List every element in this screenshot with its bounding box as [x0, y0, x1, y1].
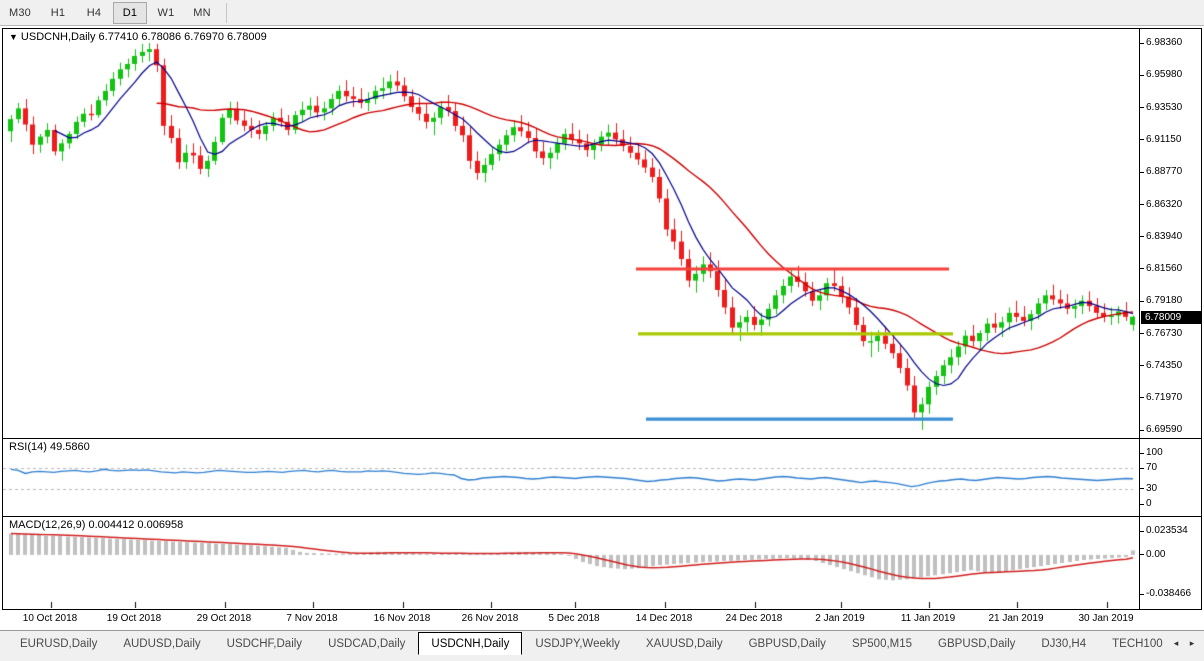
date-axis-label: 7 Nov 2018 [286, 613, 338, 624]
rsi-pane[interactable]: RSI(14) 49.5860 100 70 30 0 [3, 439, 1201, 517]
timeframe-button-mn[interactable]: MN [193, 6, 211, 19]
timeframe-button-h4[interactable]: H4 [86, 6, 102, 19]
tabbar-left-pad [0, 631, 7, 661]
price-tick: 6.71970 [1140, 392, 1201, 404]
symbol-tab-usdcnh-daily[interactable]: USDCNH,Daily [418, 632, 523, 655]
symbol-tab-usdchf-daily[interactable]: USDCHF,Daily [226, 637, 303, 650]
symbol-tab-xauusd-daily[interactable]: XAUUSD,Daily [645, 637, 723, 650]
price-tick: 6.76730 [1140, 328, 1201, 340]
price-tick: 6.88770 [1140, 166, 1201, 178]
timeframe-button-h1[interactable]: H1 [50, 6, 66, 19]
date-axis-label: 21 Jan 2019 [988, 613, 1044, 624]
date-axis: 10 Oct 2018 19 Oct 2018 29 Oct 2018 7 Nov 2… [2, 610, 1202, 628]
timeframe-button-d1[interactable]: D1 [113, 1, 147, 24]
date-axis-label: 11 Jan 2019 [900, 613, 956, 624]
timeframe-button-w1[interactable]: W1 [157, 6, 175, 19]
symbol-tab-gbpusd-daily[interactable]: GBPUSD,Daily [748, 637, 826, 650]
rsi-tick: 100 [1140, 447, 1201, 459]
symbol-tabbar: EURUSD,Daily AUDUSD,Daily USDCHF,Daily USDC… [0, 630, 1204, 661]
symbol-tab-dj30-h4[interactable]: DJ30,H4 [1041, 637, 1087, 650]
date-axis-label: 29 Oct 2018 [196, 613, 252, 624]
price-tick: 6.86320 [1140, 199, 1201, 211]
symbol-tab-gbpusd-daily[interactable]: GBPUSD,Daily [938, 637, 1016, 650]
macd-tick: 0.00 [1140, 549, 1201, 561]
scroll-left-icon[interactable]: ◂ [1173, 638, 1179, 648]
price-tick: 6.81560 [1140, 263, 1201, 275]
price-tick: 6.95980 [1140, 69, 1201, 81]
symbol-tab-audusd-daily[interactable]: AUDUSD,Daily [123, 637, 201, 650]
symbol-tab-usdcad-daily[interactable]: USDCAD,Daily [328, 637, 406, 650]
rsi-tick: 30 [1140, 483, 1201, 495]
timeframe-button-m30[interactable]: M30 [9, 6, 31, 19]
macd-scale: 0.023534 0.00 -0.038466 [1139, 517, 1201, 609]
price-chart-canvas[interactable] [3, 29, 1139, 438]
price-tick: 6.69590 [1140, 424, 1201, 436]
price-tick: 6.79180 [1140, 295, 1201, 307]
date-axis-label: 10 Oct 2018 [22, 613, 78, 624]
date-axis-label: 14 Dec 2018 [635, 613, 693, 624]
timeframe-toolbar: M30 H1 H4 D1 W1 MN [0, 0, 1204, 26]
date-axis-label: 2 Jan 2019 [815, 613, 865, 624]
date-axis-label: 19 Oct 2018 [106, 613, 162, 624]
price-scale[interactable]: 6.98360 6.95980 6.93530 6.91150 6.88770 6.863… [1139, 29, 1201, 438]
symbol-tabs: EURUSD,Daily AUDUSD,Daily USDCHF,Daily USDC… [7, 631, 1168, 661]
chart-frame: ▼ USDCNH,Daily 6.77410 6.78086 6.76970 6.… [2, 28, 1202, 610]
rsi-tick: 0 [1140, 498, 1201, 510]
scroll-right-icon[interactable]: ▸ [1189, 638, 1195, 648]
date-axis-label: 26 Nov 2018 [461, 613, 519, 624]
price-tick: 6.74350 [1140, 360, 1201, 372]
date-axis-label: 16 Nov 2018 [373, 613, 431, 624]
symbol-tab-eurusd-daily[interactable]: EURUSD,Daily [20, 637, 98, 650]
current-price-badge: 6.78009 [1141, 310, 1201, 324]
symbol-tab-sp500-m15[interactable]: SP500,M15 [851, 637, 913, 650]
macd-chart-canvas[interactable] [3, 517, 1139, 608]
date-axis-label: 5 Dec 2018 [548, 613, 600, 624]
symbol-tab-tech100[interactable]: TECH100 [1112, 637, 1163, 650]
price-tick: 6.93530 [1140, 102, 1201, 114]
rsi-scale: 100 70 30 0 [1139, 439, 1201, 516]
rsi-chart-canvas[interactable] [3, 439, 1139, 516]
macd-tick: 0.023534 [1140, 525, 1201, 537]
tabbar-scroll-arrows: ◂ ▸ [1168, 632, 1204, 655]
symbol-tab-usdjpy-weekly[interactable]: USDJPY,Weekly [535, 637, 620, 650]
rsi-tick: 70 [1140, 462, 1201, 474]
macd-pane[interactable]: MACD(12,26,9) 0.004412 0.006958 0.023534… [3, 517, 1201, 609]
price-tick: 6.91150 [1140, 134, 1201, 146]
toolbar-separator [226, 2, 227, 23]
price-tick: 6.83940 [1140, 231, 1201, 243]
price-pane[interactable]: ▼ USDCNH,Daily 6.77410 6.78086 6.76970 6.… [3, 29, 1201, 439]
date-axis-label: 30 Jan 2019 [1078, 613, 1134, 624]
date-axis-label: 24 Dec 2018 [725, 613, 783, 624]
price-tick: 6.98360 [1140, 37, 1201, 49]
macd-tick: -0.038466 [1140, 588, 1201, 600]
